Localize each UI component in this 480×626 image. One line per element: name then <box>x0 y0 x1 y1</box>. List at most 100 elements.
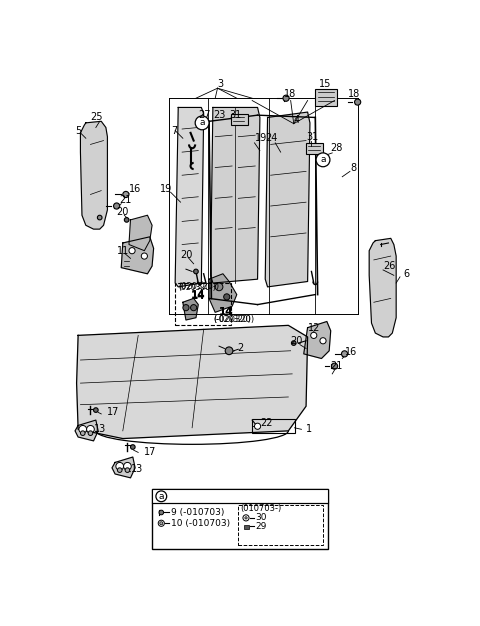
Text: 15: 15 <box>319 80 332 90</box>
Circle shape <box>191 305 197 310</box>
Circle shape <box>114 203 120 209</box>
Circle shape <box>316 153 330 167</box>
Text: 13: 13 <box>94 424 106 434</box>
Polygon shape <box>209 274 237 312</box>
Polygon shape <box>304 322 331 359</box>
Circle shape <box>320 337 326 344</box>
Text: 21: 21 <box>331 361 343 371</box>
Text: 27: 27 <box>198 110 211 120</box>
Text: 1: 1 <box>306 424 312 434</box>
Bar <box>152 490 328 503</box>
Polygon shape <box>175 108 204 287</box>
Text: 29: 29 <box>255 522 266 531</box>
Text: 17: 17 <box>108 408 120 418</box>
Text: 14: 14 <box>219 307 234 317</box>
Text: 19: 19 <box>160 184 172 194</box>
Text: 20: 20 <box>291 336 303 346</box>
Polygon shape <box>112 457 135 478</box>
Circle shape <box>81 431 85 436</box>
Circle shape <box>125 468 130 473</box>
Circle shape <box>160 521 163 525</box>
Text: 7: 7 <box>171 126 178 136</box>
Text: (010703-): (010703-) <box>240 504 282 513</box>
Bar <box>230 114 248 125</box>
Polygon shape <box>75 420 98 441</box>
Text: 6: 6 <box>404 269 410 279</box>
Circle shape <box>355 99 361 105</box>
Text: 23: 23 <box>214 110 226 120</box>
Text: 13: 13 <box>131 464 143 475</box>
Text: 4: 4 <box>294 115 300 125</box>
Text: 2: 2 <box>237 344 243 354</box>
Circle shape <box>283 95 289 101</box>
Bar <box>252 419 295 433</box>
Text: 19: 19 <box>254 133 267 143</box>
Polygon shape <box>81 121 108 229</box>
Text: 12: 12 <box>308 322 320 332</box>
Circle shape <box>97 215 102 220</box>
Circle shape <box>193 269 198 274</box>
Text: 31: 31 <box>306 131 318 141</box>
Circle shape <box>156 491 167 501</box>
Bar <box>175 283 230 326</box>
Text: 25: 25 <box>90 113 103 123</box>
Text: 26: 26 <box>383 261 396 271</box>
Text: 24: 24 <box>265 133 277 143</box>
Polygon shape <box>183 299 198 320</box>
Bar <box>244 525 249 528</box>
Circle shape <box>116 463 123 470</box>
Circle shape <box>158 520 164 526</box>
Text: (020320-): (020320-) <box>178 283 216 292</box>
Text: 5: 5 <box>75 126 81 136</box>
Circle shape <box>129 248 135 254</box>
Circle shape <box>332 363 337 369</box>
Polygon shape <box>77 326 308 439</box>
Text: 16: 16 <box>129 184 141 194</box>
Polygon shape <box>121 237 154 274</box>
Polygon shape <box>211 108 260 283</box>
Circle shape <box>141 253 147 259</box>
Circle shape <box>123 192 129 198</box>
Text: a: a <box>320 155 326 164</box>
Bar <box>238 505 323 545</box>
Circle shape <box>341 351 348 357</box>
Text: 30: 30 <box>255 513 267 522</box>
Text: 14: 14 <box>219 307 234 317</box>
Text: 14: 14 <box>191 291 205 301</box>
Bar <box>152 490 328 550</box>
Bar <box>315 89 337 106</box>
Text: 11: 11 <box>118 245 130 255</box>
Text: (020320-): (020320-) <box>178 282 219 291</box>
Text: a: a <box>158 492 164 501</box>
Polygon shape <box>369 239 396 337</box>
Circle shape <box>183 305 189 310</box>
Text: 28: 28 <box>331 143 343 153</box>
Text: 9 (-010703): 9 (-010703) <box>170 508 224 517</box>
Circle shape <box>118 468 122 473</box>
Circle shape <box>123 463 131 470</box>
Polygon shape <box>129 215 152 250</box>
Circle shape <box>245 516 247 519</box>
Text: (-020320): (-020320) <box>213 316 251 324</box>
Circle shape <box>311 332 317 339</box>
Circle shape <box>79 426 86 433</box>
Circle shape <box>195 116 209 130</box>
Text: 18: 18 <box>284 90 296 100</box>
Text: 18: 18 <box>348 90 360 100</box>
Circle shape <box>215 283 223 290</box>
Circle shape <box>159 510 164 515</box>
Circle shape <box>224 294 230 300</box>
Circle shape <box>94 408 98 413</box>
Text: 20: 20 <box>117 207 129 217</box>
Circle shape <box>291 341 296 346</box>
Text: 21: 21 <box>119 195 132 205</box>
Text: a: a <box>199 118 205 127</box>
Circle shape <box>254 423 261 429</box>
Circle shape <box>86 426 94 433</box>
Text: 10 (-010703): 10 (-010703) <box>170 519 229 528</box>
Text: 8: 8 <box>350 163 356 173</box>
Circle shape <box>88 431 93 436</box>
Text: 17: 17 <box>144 448 157 458</box>
Text: 14: 14 <box>191 290 205 300</box>
Bar <box>306 143 323 155</box>
